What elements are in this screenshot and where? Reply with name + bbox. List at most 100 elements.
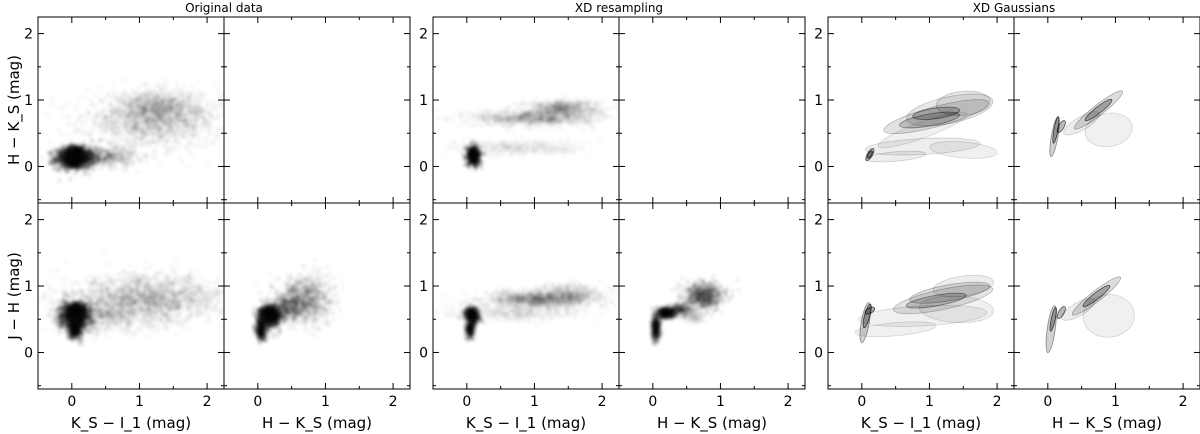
- data-point: [206, 131, 211, 135]
- data-point: [479, 125, 483, 129]
- data-point: [519, 107, 524, 111]
- data-point: [96, 151, 100, 155]
- data-point: [161, 139, 166, 143]
- data-point: [181, 93, 185, 97]
- group-title-xd-resampling: XD resampling: [575, 1, 663, 15]
- data-point: [186, 147, 190, 151]
- data-point: [111, 156, 115, 161]
- data-point: [154, 126, 158, 130]
- data-point: [70, 143, 74, 147]
- data-point: [114, 130, 118, 134]
- data-point: [198, 94, 202, 98]
- data-point: [60, 141, 64, 145]
- data-point: [136, 100, 140, 104]
- data-point: [198, 128, 202, 133]
- data-point: [128, 102, 132, 106]
- panel-top-0: 012: [24, 16, 257, 204]
- data-point: [119, 114, 124, 118]
- data-point: [138, 126, 142, 130]
- data-point: [141, 83, 145, 87]
- data-point: [109, 115, 113, 119]
- data-point: [185, 142, 189, 146]
- data-point: [214, 103, 218, 107]
- data-point: [130, 157, 134, 162]
- data-point: [103, 107, 107, 111]
- data-point: [133, 146, 138, 150]
- data-point: [120, 109, 124, 114]
- data-point: [33, 154, 36, 157]
- data-point: [196, 79, 200, 83]
- data-point: [66, 103, 70, 107]
- data-point: [161, 100, 166, 104]
- data-point: [207, 128, 211, 133]
- data-point: [84, 116, 89, 120]
- data-point: [125, 95, 130, 99]
- data-point: [155, 90, 159, 94]
- data-point: [91, 149, 95, 153]
- data-point: [184, 94, 188, 98]
- data-point: [76, 130, 80, 134]
- data-point: [166, 138, 170, 142]
- data-point: [131, 103, 135, 107]
- data-point: [171, 130, 176, 135]
- data-point: [117, 110, 121, 114]
- data-point: [177, 134, 181, 138]
- data-point: [112, 105, 116, 109]
- data-point: [115, 101, 119, 105]
- data-point: [97, 154, 101, 158]
- xlabel-group2-right: H − K_S (mag): [657, 414, 767, 433]
- data-point: [463, 146, 467, 150]
- data-point: [138, 117, 142, 121]
- data-point: [117, 160, 121, 164]
- data-point: [103, 123, 107, 127]
- xlabel-group1-left: K_S − I_1 (mag): [71, 414, 191, 433]
- data-point: [204, 145, 208, 149]
- data-point: [254, 116, 257, 119]
- data-point: [188, 130, 192, 134]
- data-point: [174, 149, 178, 153]
- data-point: [64, 170, 68, 174]
- data-point: [158, 123, 163, 127]
- data-point: [165, 92, 169, 96]
- data-point: [136, 136, 140, 140]
- data-point: [209, 114, 213, 118]
- data-point: [202, 124, 206, 128]
- data-point: [48, 156, 52, 160]
- data-point: [168, 94, 172, 98]
- data-point: [131, 143, 135, 147]
- xlabel-group3-left: K_S − I_1 (mag): [861, 414, 981, 433]
- data-point: [82, 131, 86, 135]
- data-point: [202, 118, 206, 122]
- data-point: [148, 116, 152, 120]
- data-point: [196, 134, 200, 138]
- data-point: [472, 111, 476, 115]
- data-point: [449, 118, 453, 122]
- data-point: [465, 159, 469, 164]
- data-point: [110, 140, 114, 144]
- data-point: [107, 152, 111, 156]
- data-point: [179, 89, 184, 93]
- data-point: [197, 89, 201, 93]
- data-point: [215, 136, 219, 140]
- data-point: [133, 149, 137, 153]
- data-point: [176, 124, 180, 128]
- data-point: [79, 142, 83, 146]
- data-point: [115, 135, 119, 139]
- data-point: [110, 109, 115, 113]
- data-point: [194, 106, 198, 110]
- data-point: [124, 124, 128, 128]
- data-point: [142, 122, 146, 126]
- data-point: [194, 133, 198, 137]
- data-point: [194, 94, 198, 98]
- data-point: [170, 125, 174, 129]
- data-point: [465, 144, 469, 148]
- group-title-original: Original data: [185, 1, 263, 15]
- data-point: [137, 121, 141, 125]
- data-point: [208, 122, 212, 126]
- data-point: [110, 129, 114, 133]
- data-point: [60, 156, 64, 160]
- data-point: [66, 132, 70, 136]
- data-point: [151, 126, 155, 130]
- data-point: [132, 136, 137, 140]
